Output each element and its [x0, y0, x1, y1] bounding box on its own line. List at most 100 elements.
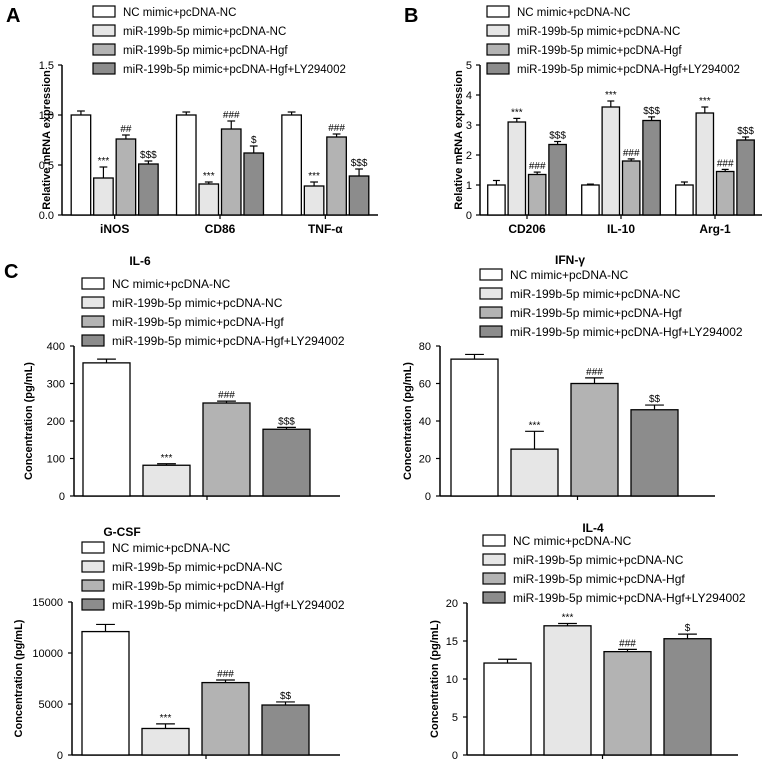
significance-label: *** [699, 96, 711, 107]
panel-letter-a: A [6, 5, 20, 27]
y-tick-label: 400 [47, 341, 65, 353]
legend: NC mimic+pcDNA-NC miR-199b-5p mimic+pcDNA… [479, 268, 743, 339]
bar [243, 152, 265, 216]
significance-label: ### [218, 390, 235, 401]
bar [510, 448, 559, 497]
legend-label: NC mimic+pcDNA-NC [510, 268, 629, 282]
legend-swatch [482, 591, 506, 604]
bar [695, 112, 715, 216]
y-axis-label: Concentration (pg/mL) [429, 620, 441, 738]
y-axis-label: Relative mRNA expression [453, 70, 465, 210]
bar [601, 106, 621, 216]
legend-label: miR-199b-5p mimic+pcDNA-NC [112, 560, 283, 574]
legend-label: miR-199b-5p mimic+pcDNA-NC [513, 553, 684, 567]
legend: NC mimic+pcDNA-NC miR-199b-5p mimic+pcDNA… [81, 541, 345, 612]
significance-label: ### [717, 158, 734, 169]
legend-swatch [81, 334, 105, 347]
significance-label: *** [511, 107, 523, 118]
legend-label: NC mimic+pcDNA-NC [517, 7, 630, 19]
legend-label: miR-199b-5p mimic+pcDNA-NC [112, 296, 283, 310]
significance-label: ### [529, 161, 546, 172]
legend-swatch [92, 62, 116, 75]
bar [487, 184, 506, 216]
y-axis-label: Concentration (pg/mL) [402, 362, 414, 480]
legend-swatch [479, 306, 503, 319]
legend-label: miR-199b-5p mimic+pcDNA-Hgf+LY294002 [123, 64, 346, 76]
legend-swatch [486, 24, 510, 37]
significance-label: $$$ [278, 416, 295, 427]
y-tick-label: 5 [466, 60, 472, 72]
legend: NC mimic+pcDNA-NC miR-199b-5p mimic+pcDNA… [482, 534, 746, 605]
y-tick-label: 40 [419, 416, 431, 428]
legend-swatch [81, 541, 105, 554]
y-tick-label: 4 [466, 90, 472, 102]
y-tick-label: 3 [466, 120, 472, 132]
chart-title: IFN-γ [555, 253, 585, 267]
y-tick-label: 80 [419, 341, 431, 353]
significance-label: ## [120, 124, 132, 135]
significance-label: $$ [649, 394, 661, 405]
significance-label: $ [251, 135, 257, 146]
significance-label: $$$ [351, 158, 368, 169]
legend-label: NC mimic+pcDNA-NC [123, 7, 236, 19]
legend-label: miR-199b-5p mimic+pcDNA-NC [123, 26, 286, 38]
y-tick-label: 0 [452, 750, 458, 761]
y-tick-label: 1 [466, 180, 472, 192]
bar [642, 119, 661, 216]
legend-swatch [482, 553, 506, 566]
bar [326, 136, 347, 216]
bar [621, 160, 641, 216]
y-tick-label: 0 [425, 491, 431, 503]
x-tick-label: IL-10 [607, 222, 635, 236]
legend: NC mimic+pcDNA-NC miR-199b-5p mimic+pcDNA… [486, 5, 740, 76]
chart-c3: G-CSF NC mimic+pcDNA-NC miR-199b-5p mimic+… [13, 525, 345, 761]
bar [201, 681, 250, 756]
y-tick-label: 15 [446, 636, 458, 648]
legend-label: miR-199b-5p mimic+pcDNA-Hgf+LY294002 [112, 334, 345, 348]
y-tick-label: 60 [419, 379, 431, 391]
bar [202, 402, 251, 497]
y-axis-label: Concentration (pg/mL) [23, 362, 35, 480]
legend-label: miR-199b-5p mimic+pcDNA-Hgf [510, 306, 682, 320]
x-tick-label: CD86 [205, 222, 236, 236]
significance-label: *** [98, 156, 110, 167]
bar [348, 175, 370, 216]
bar [603, 650, 652, 756]
y-tick-label: 5 [452, 712, 458, 724]
legend-label: miR-199b-5p mimic+pcDNA-NC [517, 26, 680, 38]
legend-swatch [482, 572, 506, 585]
legend-swatch [81, 277, 105, 290]
y-tick-label: 0 [466, 210, 472, 222]
y-tick-label: 100 [47, 454, 65, 466]
significance-label: $$$ [737, 126, 754, 137]
legend-swatch [92, 43, 116, 56]
y-tick-label: 1.0 [39, 110, 54, 122]
significance-label: $ [685, 623, 691, 634]
legend-swatch [81, 560, 105, 573]
legend-label: miR-199b-5p mimic+pcDNA-Hgf [112, 315, 284, 329]
bar [82, 362, 131, 497]
bar [281, 114, 302, 216]
significance-label: *** [161, 453, 173, 464]
bar [81, 630, 130, 756]
bar [262, 428, 311, 497]
panel-letter-c: C [4, 261, 18, 283]
bar [142, 464, 191, 497]
legend-swatch [81, 579, 105, 592]
bar [715, 170, 735, 216]
legend-label: miR-199b-5p mimic+pcDNA-Hgf [112, 579, 284, 593]
legend-swatch [81, 315, 105, 328]
chart-title: IL-4 [582, 521, 604, 535]
bar [450, 358, 499, 497]
legend-label: miR-199b-5p mimic+pcDNA-Hgf+LY294002 [517, 64, 740, 76]
y-tick-label: 2 [466, 150, 472, 162]
bar [261, 704, 310, 756]
chart-title: IL-6 [129, 254, 151, 268]
bar [630, 409, 679, 497]
legend-swatch [479, 287, 503, 300]
chart-b: NC mimic+pcDNA-NC miR-199b-5p mimic+pcDNA… [453, 5, 762, 236]
bar [581, 184, 600, 216]
significance-label: *** [160, 713, 172, 724]
y-tick-label: 20 [446, 598, 458, 610]
panel-letter-b: B [404, 5, 418, 27]
